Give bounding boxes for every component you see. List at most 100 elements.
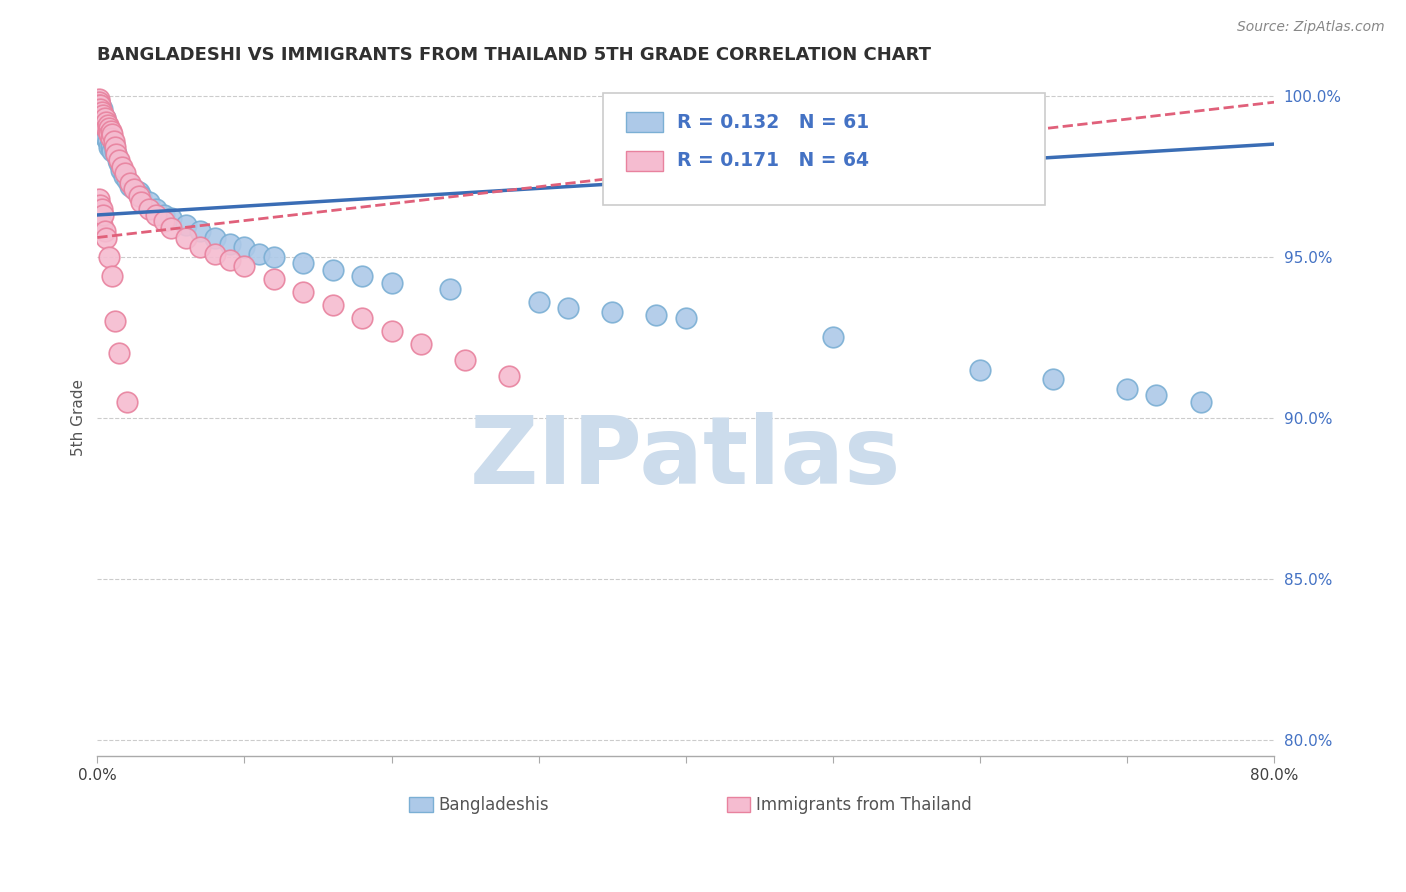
Point — [105, 146, 128, 161]
Point — [87, 92, 110, 106]
Point — [108, 153, 131, 168]
Point — [118, 178, 141, 193]
Point — [100, 128, 122, 142]
Point — [87, 98, 110, 112]
Point — [263, 250, 285, 264]
Point — [233, 260, 256, 274]
Point — [97, 118, 120, 132]
Point — [122, 182, 145, 196]
Point — [93, 112, 115, 126]
Point — [90, 114, 112, 128]
Point — [90, 104, 112, 119]
Point — [87, 104, 110, 119]
Bar — [409, 797, 433, 813]
Point — [263, 272, 285, 286]
Point — [87, 114, 110, 128]
Point — [152, 208, 174, 222]
Point — [122, 182, 145, 196]
Point — [1144, 388, 1167, 402]
Point — [98, 124, 121, 138]
Point — [292, 256, 315, 270]
Point — [89, 98, 111, 112]
Point — [352, 311, 374, 326]
Point — [204, 246, 226, 260]
Point — [96, 114, 118, 128]
Point — [100, 124, 122, 138]
Point — [90, 112, 112, 126]
Point — [110, 162, 132, 177]
Point — [108, 346, 131, 360]
Point — [675, 311, 697, 326]
Point — [96, 120, 118, 135]
Point — [101, 269, 124, 284]
Point — [131, 195, 153, 210]
Text: Bangladeshis: Bangladeshis — [439, 796, 550, 814]
Point — [114, 166, 136, 180]
Point — [98, 250, 121, 264]
Point — [322, 262, 344, 277]
Point — [131, 188, 153, 202]
Point — [90, 202, 112, 216]
Point — [100, 140, 122, 154]
Point — [89, 120, 111, 135]
Y-axis label: 5th Grade: 5th Grade — [72, 379, 86, 457]
Point — [380, 324, 402, 338]
Point — [89, 198, 111, 212]
Point — [118, 176, 141, 190]
Point — [90, 102, 112, 116]
Point — [145, 202, 167, 216]
Point — [103, 134, 125, 148]
Point — [101, 130, 124, 145]
Point — [87, 192, 110, 206]
Point — [247, 246, 270, 260]
Text: R = 0.132   N = 61: R = 0.132 N = 61 — [678, 112, 869, 132]
Text: Immigrants from Thailand: Immigrants from Thailand — [756, 796, 972, 814]
Point — [98, 140, 121, 154]
Point — [89, 211, 111, 226]
Point — [87, 95, 110, 110]
Point — [89, 98, 111, 112]
Point — [96, 230, 118, 244]
Point — [97, 124, 120, 138]
Point — [87, 102, 110, 116]
Point — [160, 211, 183, 226]
Point — [89, 102, 111, 116]
Point — [380, 276, 402, 290]
Point — [93, 224, 115, 238]
Point — [100, 130, 122, 145]
Point — [1042, 372, 1064, 386]
Point — [233, 240, 256, 254]
Point — [93, 128, 115, 142]
Point — [87, 204, 110, 219]
Point — [107, 153, 129, 168]
Point — [91, 208, 114, 222]
Point — [138, 195, 160, 210]
Point — [87, 95, 110, 110]
Point — [105, 146, 128, 161]
Point — [322, 298, 344, 312]
Point — [1189, 394, 1212, 409]
Bar — [626, 112, 664, 132]
Point — [96, 130, 118, 145]
Point — [87, 104, 110, 119]
Bar — [727, 797, 751, 813]
Point — [96, 118, 118, 132]
Point — [292, 285, 315, 300]
Point — [115, 172, 138, 186]
Point — [98, 120, 121, 135]
Bar — [626, 151, 664, 171]
Point — [97, 134, 120, 148]
Point — [138, 202, 160, 216]
Point — [145, 208, 167, 222]
Point — [645, 308, 668, 322]
Point — [93, 118, 115, 132]
Point — [821, 330, 844, 344]
Point — [104, 140, 127, 154]
Point — [90, 218, 112, 232]
Point — [160, 220, 183, 235]
Point — [112, 169, 135, 184]
Point — [557, 301, 579, 316]
Point — [104, 314, 127, 328]
Point — [91, 108, 114, 122]
Point — [152, 214, 174, 228]
